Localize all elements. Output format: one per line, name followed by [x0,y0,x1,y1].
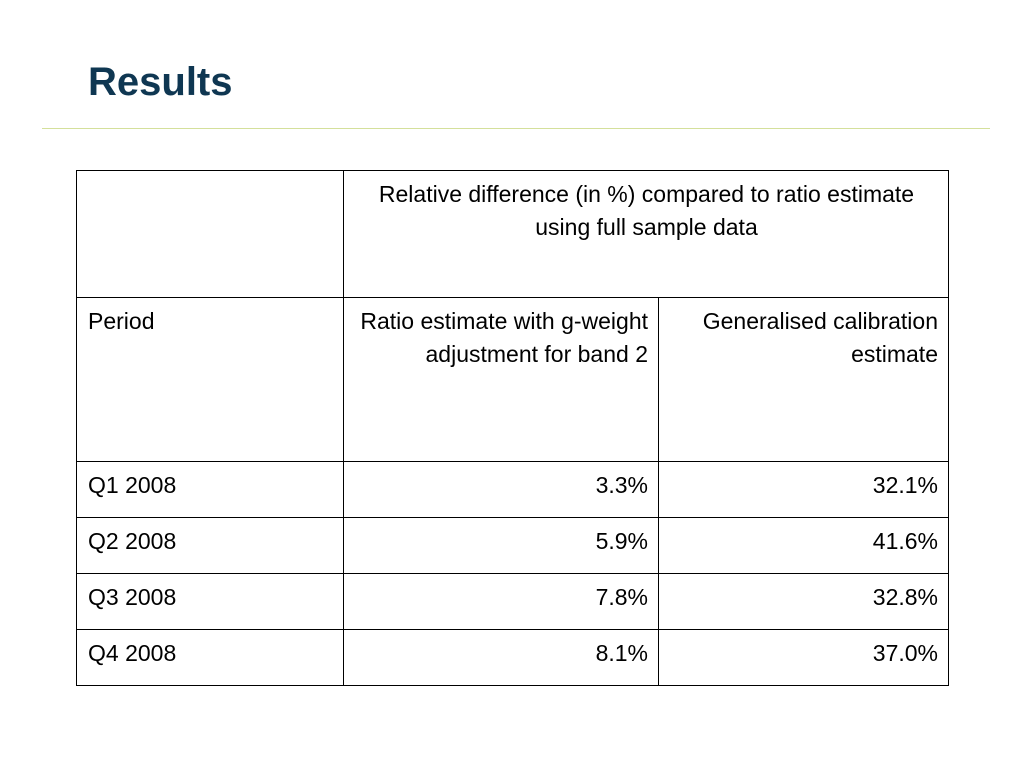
column-header-row: Period Ratio estimate with g-weight adju… [76,297,949,462]
calibration-cell: 32.8% [658,573,949,630]
calibration-cell: 41.6% [658,517,949,574]
table-row: Q1 2008 3.3% 32.1% [76,461,949,518]
results-table: Relative difference (in %) compared to r… [76,170,949,686]
calibration-cell: 32.1% [658,461,949,518]
title-divider [42,128,990,129]
group-header-row: Relative difference (in %) compared to r… [76,170,949,298]
empty-corner-cell [76,170,344,298]
slide-title: Results [88,60,233,104]
column-header-ratio-estimate: Ratio estimate with g-weight adjustment … [343,297,659,462]
period-cell: Q2 2008 [76,517,344,574]
group-header-cell: Relative difference (in %) compared to r… [343,170,949,298]
period-cell: Q3 2008 [76,573,344,630]
column-header-period: Period [76,297,344,462]
ratio-cell: 8.1% [343,629,659,686]
ratio-cell: 7.8% [343,573,659,630]
table-row: Q4 2008 8.1% 37.0% [76,629,949,686]
table-row: Q3 2008 7.8% 32.8% [76,573,949,630]
period-cell: Q1 2008 [76,461,344,518]
table-row: Q2 2008 5.9% 41.6% [76,517,949,574]
ratio-cell: 5.9% [343,517,659,574]
ratio-cell: 3.3% [343,461,659,518]
calibration-cell: 37.0% [658,629,949,686]
period-cell: Q4 2008 [76,629,344,686]
column-header-calibration-estimate: Generalised calibration estimate [658,297,949,462]
